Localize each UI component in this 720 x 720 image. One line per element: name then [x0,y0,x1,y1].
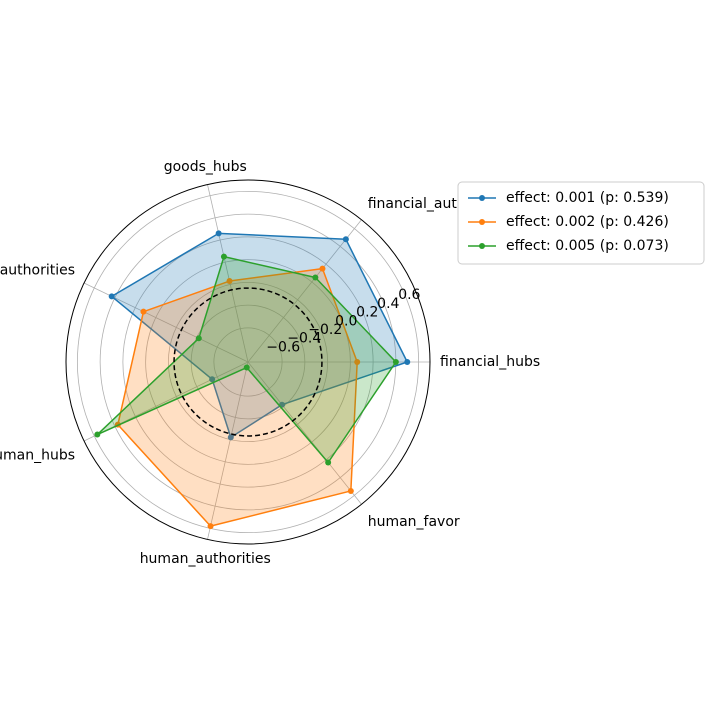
data-point [209,376,216,383]
series-2 [114,265,361,530]
legend-label: effect: 0.001 (p: 0.539) [506,190,669,206]
reference-circle [173,287,323,437]
legend-swatch-marker [479,243,485,249]
data-point [342,236,349,243]
series-line [117,267,358,527]
data-point [392,359,399,365]
series-line [110,232,408,439]
series-fill [117,268,358,527]
radar-grid [65,179,431,545]
data-point [226,278,233,285]
data-point [207,523,214,530]
category-label: financial_hubs [440,354,540,370]
r-tick-label: −0.6 [266,339,300,355]
data-point [220,253,227,260]
grid-spoke [247,361,362,505]
series-line [96,255,397,464]
data-point [227,434,234,441]
r-tick-label: 0.0 [335,313,357,329]
data-point [108,293,115,300]
outer-frame [65,179,431,545]
data-point [215,230,222,237]
data-point [140,308,147,315]
data-point [325,459,332,466]
series-1 [108,230,411,441]
data-point [195,335,202,342]
legend-swatch-marker [479,195,485,201]
grid-spoke [207,361,249,540]
data-point [404,359,411,365]
r-tick-label: −0.2 [308,322,342,338]
data-point [354,359,361,365]
category-label: human_authorities [140,551,271,567]
grid-spoke [247,219,362,363]
r-tick-label: −0.4 [287,331,321,347]
category-label: human_favor [368,514,460,530]
data-point [319,265,326,272]
series-fill [111,233,408,438]
legend-label: effect: 0.002 (p: 0.426) [506,214,669,230]
data-point [243,364,250,371]
legend-box [457,181,705,265]
r-tick-label: 0.2 [356,305,378,321]
legend: effect: 0.001 (p: 0.539) effect: 0.002 (p… [457,181,705,265]
data-point [312,274,319,281]
series-layer [94,230,411,530]
r-tick-label: 0.6 [398,287,420,303]
labels-layer: −0.6−0.4−0.20.00.20.40.6financial_hubsfi… [0,159,540,567]
category-label: human_hubs [0,447,75,463]
legend-label: effect: 0.005 (p: 0.073) [506,238,669,254]
legend-swatch-marker [479,219,485,225]
series-fill [97,256,396,463]
data-point [347,487,354,494]
category-label: goods_authorities [0,263,75,279]
series-3 [94,253,399,466]
category-label: goods_hubs [164,159,247,175]
grid-spoke [207,184,249,363]
r-tick-label: 0.4 [377,296,399,312]
data-point [94,431,101,438]
